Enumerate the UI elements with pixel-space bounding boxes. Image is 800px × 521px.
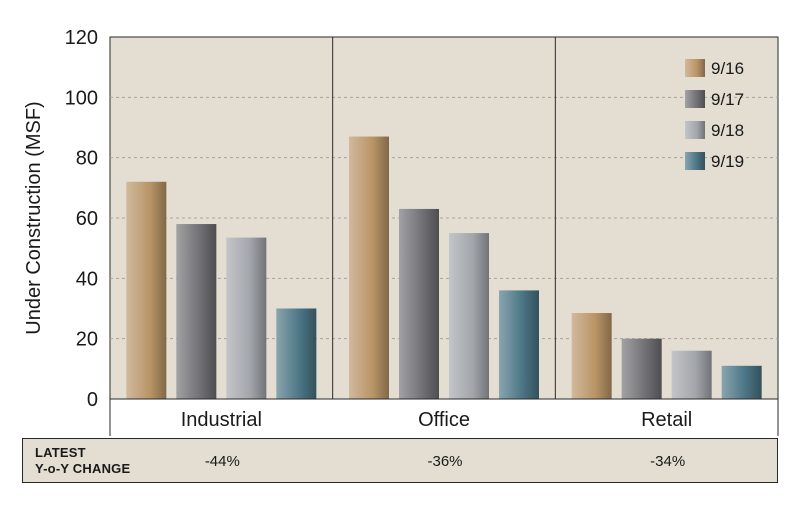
yoy-value-retail: -34% bbox=[650, 453, 686, 470]
legend-swatch bbox=[685, 152, 705, 170]
bar-industrial-9-17 bbox=[176, 224, 217, 399]
legend: 9/16 9/17 9/18 9/19 bbox=[685, 59, 744, 171]
bar-office-9-18 bbox=[449, 233, 489, 399]
y-axis-ticks: 0 20 40 60 80 100 120 bbox=[65, 27, 98, 411]
y-tick-label: 0 bbox=[87, 389, 98, 411]
y-tick-label: 60 bbox=[76, 208, 98, 230]
yoy-value-office: -36% bbox=[427, 453, 463, 470]
yoy-value-industrial: -44% bbox=[204, 453, 240, 470]
bar-chart: 0 20 40 60 80 100 120 Industrial Office Retail U… bbox=[23, 27, 779, 436]
y-axis-label: Under Construction (MSF) bbox=[23, 101, 45, 334]
legend-swatch bbox=[685, 121, 705, 139]
bar-retail-9-19 bbox=[721, 365, 762, 399]
y-tick-label: 120 bbox=[65, 27, 98, 49]
bar-industrial-9-16 bbox=[126, 181, 167, 399]
bar-retail-9-16 bbox=[571, 313, 612, 399]
x-axis-labels: Industrial Office Retail bbox=[181, 409, 692, 431]
bar-office-9-19 bbox=[499, 290, 539, 399]
yoy-label-line1: LATEST bbox=[35, 445, 86, 460]
y-tick-label: 100 bbox=[65, 87, 98, 109]
legend-label: 9/17 bbox=[711, 90, 744, 109]
legend-swatch bbox=[685, 59, 705, 77]
bars bbox=[126, 136, 762, 400]
category-band bbox=[109, 398, 779, 436]
bar-retail-9-18 bbox=[671, 350, 712, 399]
legend-swatch bbox=[685, 90, 705, 108]
bar-industrial-9-19 bbox=[276, 308, 317, 399]
x-tick-label: Office bbox=[418, 409, 470, 431]
y-tick-label: 40 bbox=[76, 268, 98, 290]
bar-office-9-17 bbox=[399, 208, 439, 399]
bar-industrial-9-18 bbox=[226, 237, 267, 399]
bar-office-9-16 bbox=[349, 136, 389, 400]
y-tick-label: 20 bbox=[76, 329, 98, 351]
legend-label: 9/16 bbox=[711, 59, 744, 78]
yoy-label-line2: Y-o-Y CHANGE bbox=[35, 461, 131, 476]
y-tick-label: 80 bbox=[76, 148, 98, 170]
yoy-label: LATEST Y-o-Y CHANGE bbox=[35, 445, 130, 477]
category-dividers bbox=[332, 37, 556, 399]
bar-retail-9-17 bbox=[621, 338, 662, 399]
x-tick-label: Industrial bbox=[181, 409, 262, 431]
yoy-change-table: LATEST Y-o-Y CHANGE -44% -36% -34% bbox=[22, 438, 778, 483]
plot-background bbox=[109, 36, 779, 436]
legend-label: 9/19 bbox=[711, 152, 744, 171]
legend-label: 9/18 bbox=[711, 121, 744, 140]
x-tick-label: Retail bbox=[641, 409, 692, 431]
